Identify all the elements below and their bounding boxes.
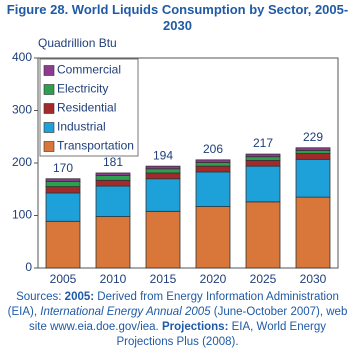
legend-label: Industrial xyxy=(57,120,106,134)
bar-segment xyxy=(195,206,231,269)
legend-box xyxy=(39,58,139,157)
legend-label: Residential xyxy=(57,101,116,115)
y-tick-label: 300 xyxy=(12,103,32,117)
bar-segment xyxy=(195,162,231,167)
total-label: 170 xyxy=(53,161,73,175)
chart: Quadrillion Btu 0 100 200 300 400 2005 170 2010 1… xyxy=(12,36,339,286)
bar-segment xyxy=(45,192,81,222)
bar-segment xyxy=(95,172,131,177)
sources-text: Sources: xyxy=(16,291,65,303)
x-tick-label: 2030 xyxy=(300,272,327,286)
total-label: 181 xyxy=(103,155,123,169)
x-tick-label: 2020 xyxy=(200,272,227,286)
x-tick-label: 2015 xyxy=(150,272,177,286)
bar-segment xyxy=(145,178,181,212)
bar-segment xyxy=(295,158,331,198)
bar-segment xyxy=(145,210,181,269)
bar-segment xyxy=(145,165,181,170)
x-tick-label: 2025 xyxy=(250,272,277,286)
bar-segment xyxy=(95,179,131,187)
x-tick-label: 2010 xyxy=(100,272,127,286)
sources-text: International Energy Annual 2005 xyxy=(40,306,211,318)
legend-label: Electricity xyxy=(57,82,108,96)
bar-segment xyxy=(195,171,231,207)
bar-segment xyxy=(245,153,281,158)
bar-segment xyxy=(45,220,81,269)
total-label: 194 xyxy=(153,148,173,162)
bar-segment xyxy=(295,153,331,160)
bar-segment xyxy=(145,172,181,180)
bar-segment xyxy=(95,175,131,181)
bar-segment xyxy=(45,186,81,194)
x-tick-label: 2005 xyxy=(50,272,77,286)
legend-swatch xyxy=(43,122,55,133)
y-tick-label: 200 xyxy=(12,155,32,169)
bar-segment xyxy=(295,196,331,269)
bar-segment xyxy=(195,165,231,173)
y-tick-label: 100 xyxy=(12,208,32,222)
bar-segment xyxy=(45,178,81,182)
y-axis-label: Quadrillion Btu xyxy=(38,36,117,50)
legend-swatch xyxy=(43,84,55,95)
bar-segment xyxy=(145,168,181,174)
sources-text: EIA, World Energy Projections Plus (2008… xyxy=(116,321,326,348)
y-tick-label: 400 xyxy=(12,50,32,64)
bar-segment xyxy=(45,180,81,188)
bar-segment xyxy=(245,165,281,203)
sources-text: 2005: xyxy=(64,291,95,303)
y-tick-label: 0 xyxy=(25,260,32,274)
bar-segment xyxy=(295,147,331,151)
legend-swatch xyxy=(43,103,55,114)
total-label: 217 xyxy=(253,136,273,150)
legend-label: Transportation xyxy=(57,139,134,153)
chart-title: Figure 28. World Liquids Consumption by … xyxy=(6,2,349,33)
total-label: 206 xyxy=(203,142,223,156)
legend-swatch xyxy=(43,141,55,152)
bar-segment xyxy=(195,159,231,163)
legend-swatch xyxy=(43,65,55,76)
bar-segment xyxy=(295,149,331,154)
sources: Sources: 2005: Derived from Energy Infor… xyxy=(4,290,351,350)
bar-segment xyxy=(245,156,281,161)
bar-segment xyxy=(95,185,131,217)
sources-text: Derived from Energy Information Administ… xyxy=(7,291,339,318)
bar-segment xyxy=(95,216,131,269)
legend-label: Commercial xyxy=(57,63,121,77)
sources-text: (June-October 2007), web site www.eia.do… xyxy=(28,306,348,333)
total-label: 229 xyxy=(303,130,323,144)
sources-text: Projections: xyxy=(161,321,229,333)
bar-segment xyxy=(245,159,281,167)
bar-segment xyxy=(245,201,281,269)
